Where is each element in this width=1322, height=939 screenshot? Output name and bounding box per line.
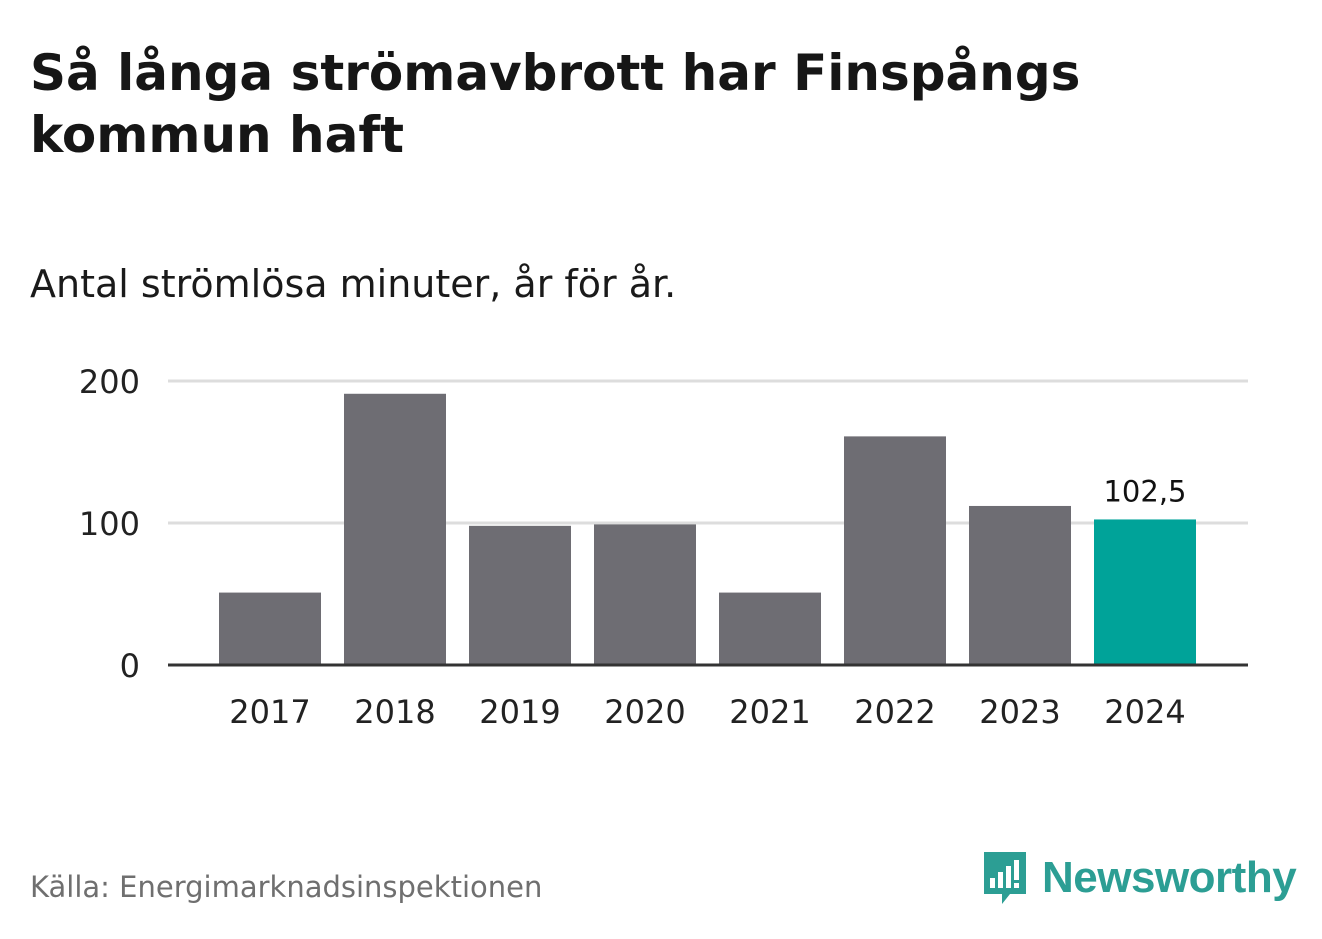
bar (1094, 519, 1196, 665)
bar (594, 524, 696, 665)
bar (219, 592, 321, 665)
bar (469, 525, 571, 665)
data-label: 102,5 (1103, 474, 1186, 508)
x-tick-label: 2020 (604, 693, 685, 731)
bar-chart: 0 100 200 2017 2018 2019 2020 2021 2022 2023 2024 1… (79, 363, 1248, 731)
newsworthy-logo-icon (984, 852, 1026, 904)
x-tick-label: 2021 (729, 693, 810, 731)
bar (344, 393, 446, 665)
x-tick-label: 2018 (354, 693, 435, 731)
x-tick-label: 2023 (979, 693, 1060, 731)
y-tick-label: 0 (120, 647, 140, 685)
source-note: Källa: Energimarknadsinspektionen (30, 870, 543, 904)
chart-title: Så långa strömavbrott har Finspångs komm… (30, 44, 1081, 164)
bar (719, 592, 821, 665)
logo-text: Newsworthy (1042, 853, 1297, 902)
y-tick-label: 200 (79, 363, 140, 401)
x-tick-label: 2022 (854, 693, 935, 731)
y-tick-label: 100 (79, 505, 140, 543)
x-tick-label: 2024 (1104, 693, 1185, 731)
x-tick-label: 2019 (479, 693, 560, 731)
bar (969, 505, 1071, 665)
newsworthy-logo: Newsworthy (980, 848, 1297, 908)
bar (844, 436, 946, 665)
x-tick-label: 2017 (229, 693, 310, 731)
chart-subtitle: Antal strömlösa minuter, år för år. (30, 262, 677, 306)
